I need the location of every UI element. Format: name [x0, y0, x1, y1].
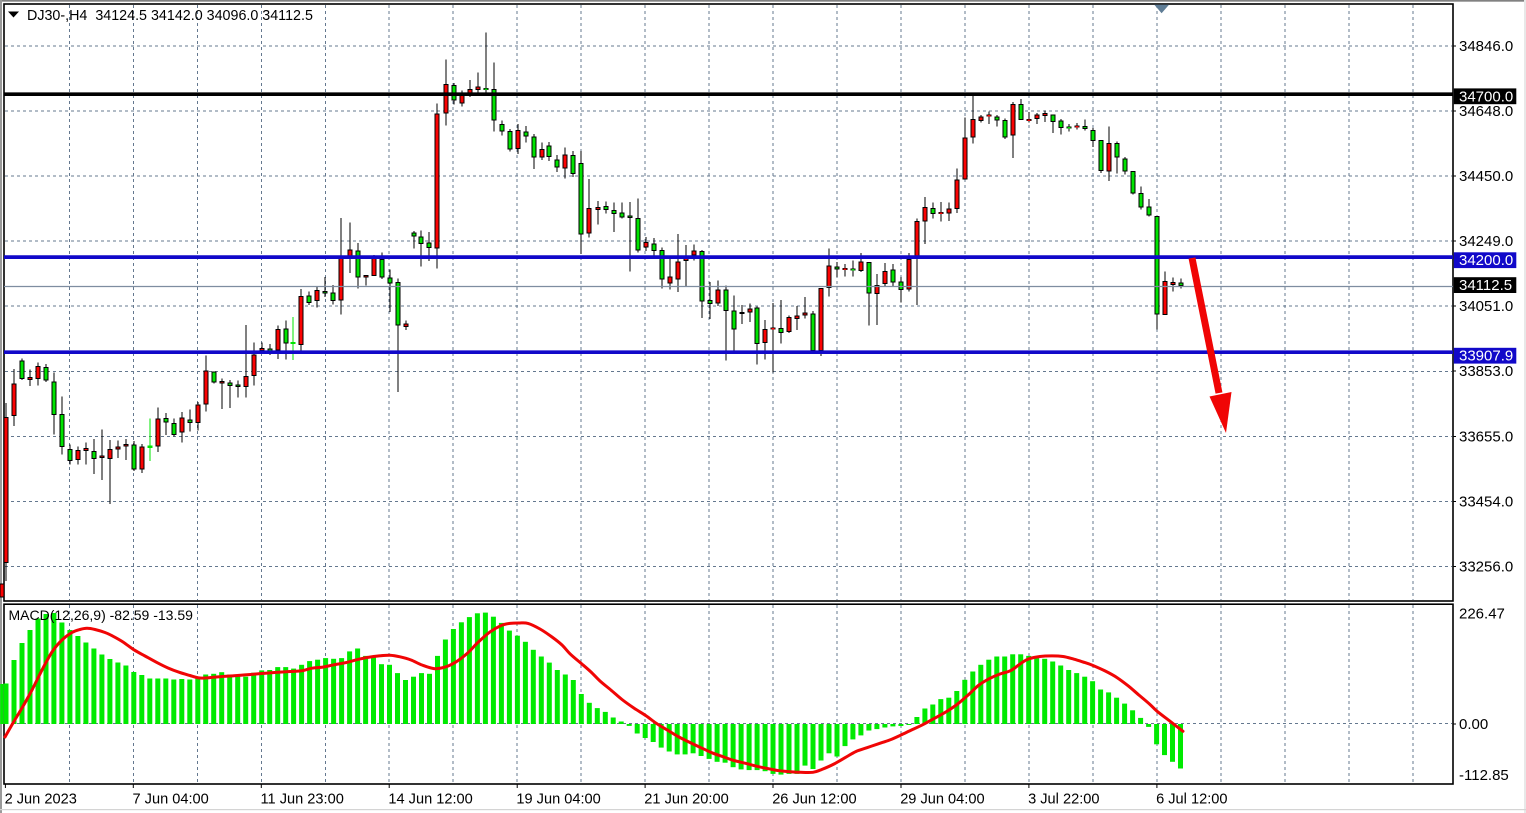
svg-text:33907.9: 33907.9	[1459, 348, 1513, 365]
svg-text:7 Jun 04:00: 7 Jun 04:00	[133, 792, 209, 808]
svg-text:26 Jun 12:00: 26 Jun 12:00	[772, 792, 856, 808]
svg-text:6 Jul 12:00: 6 Jul 12:00	[1156, 792, 1227, 808]
svg-text:34200.0: 34200.0	[1459, 252, 1513, 269]
svg-text:34846.0: 34846.0	[1459, 38, 1513, 55]
svg-text:MACD(12,26,9) -82.59 -13.59: MACD(12,26,9) -82.59 -13.59	[9, 607, 194, 623]
svg-text:33853.0: 33853.0	[1459, 363, 1513, 380]
svg-text:21 Jun 20:00: 21 Jun 20:00	[644, 792, 728, 808]
svg-text:11 Jun 23:00: 11 Jun 23:00	[261, 792, 344, 808]
svg-text:29 Jun 04:00: 29 Jun 04:00	[900, 792, 984, 808]
svg-text:19 Jun 04:00: 19 Jun 04:00	[516, 792, 600, 808]
svg-text:33454.0: 33454.0	[1459, 494, 1513, 511]
svg-text:34450.0: 34450.0	[1459, 168, 1513, 185]
svg-text:226.47: 226.47	[1459, 606, 1505, 623]
svg-text:34112.5: 34112.5	[1459, 277, 1512, 294]
svg-text:33256.0: 33256.0	[1459, 559, 1513, 576]
svg-text:2 Jun 2023: 2 Jun 2023	[5, 792, 77, 808]
svg-text:34249.0: 34249.0	[1459, 233, 1513, 250]
svg-text:DJ30-,H4 34124.5 34142.0 3409: DJ30-,H4 34124.5 34142.0 34096.0 34112.5	[27, 8, 313, 24]
svg-text:14 Jun 12:00: 14 Jun 12:00	[388, 792, 472, 808]
svg-text:34648.0: 34648.0	[1459, 103, 1513, 120]
svg-text:0.00: 0.00	[1459, 716, 1488, 733]
svg-text:3 Jul 22:00: 3 Jul 22:00	[1028, 792, 1099, 808]
svg-text:34700.0: 34700.0	[1459, 88, 1513, 105]
svg-text:33655.0: 33655.0	[1459, 429, 1513, 446]
svg-text:-112.85: -112.85	[1459, 767, 1509, 784]
svg-text:34051.0: 34051.0	[1459, 298, 1513, 315]
